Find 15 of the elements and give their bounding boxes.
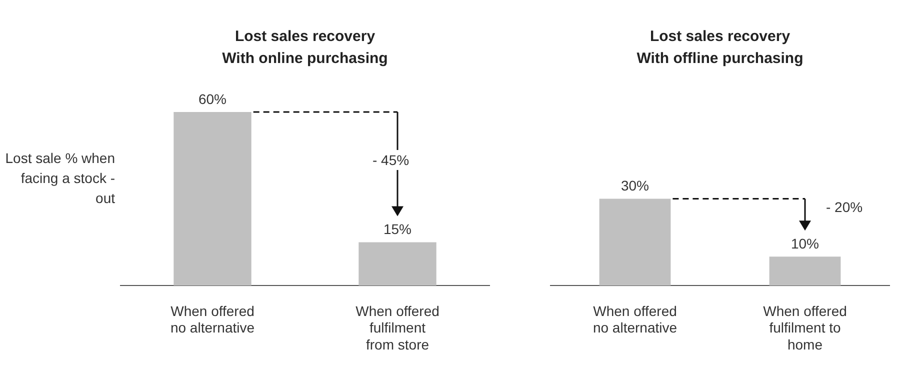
x-tick-label: When offered fulfilment to home	[763, 302, 847, 352]
annotation: - 20%	[823, 196, 866, 217]
chart-subtitle: With offline purchasing	[636, 50, 804, 67]
data-label: 30%	[620, 178, 650, 194]
chart-title: Lost sales recovery	[650, 28, 790, 45]
x-tick-label: When offered no alternative	[170, 302, 255, 336]
annotation: - 45%	[370, 150, 412, 170]
chart-subtitle: With online purchasing	[222, 50, 388, 67]
chart-title: Lost sales recovery	[234, 28, 376, 45]
data-label: 60%	[198, 90, 227, 107]
data-label: 10%	[790, 236, 820, 252]
data-label: 15%	[383, 221, 412, 238]
x-tick-label: When offered no alternative	[592, 302, 678, 336]
x-tick-label: When offered fulfilment from store	[356, 302, 440, 352]
y-axis-title: Lost sale % when facing a stock - out	[5, 149, 115, 208]
